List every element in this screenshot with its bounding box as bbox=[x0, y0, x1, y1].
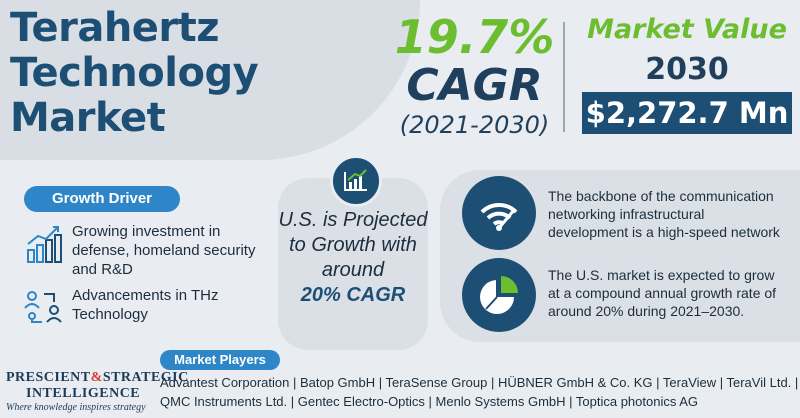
cagr-years: (2021-2030) bbox=[399, 111, 550, 139]
page-title: Terahertz Technology Market bbox=[10, 5, 259, 141]
growth-driver-label: Growth Driver bbox=[24, 186, 180, 212]
market-players-list: Advantest Corporation | Batop GmbH | Ter… bbox=[160, 373, 800, 411]
title-line-1: Terahertz bbox=[10, 5, 220, 51]
growth-driver-item-2: Advancements in THz Technology bbox=[72, 287, 219, 323]
title-line-2: Technology bbox=[10, 50, 259, 96]
us-projection-text: U.S. is Projected to Growth with around … bbox=[278, 208, 428, 308]
divider bbox=[563, 22, 565, 132]
fact-1-text: The backbone of the communication networ… bbox=[548, 188, 780, 240]
logo-tagline: Where knowledge inspires strategy bbox=[6, 402, 146, 413]
logo-line-2: INTELLIGENCE bbox=[26, 386, 141, 401]
bar-growth-icon bbox=[27, 226, 62, 263]
chart-icon bbox=[330, 155, 382, 207]
pie-chart-icon bbox=[462, 258, 536, 332]
market-players-line-1: Advantest Corporation | Batop GmbH | Ter… bbox=[160, 375, 799, 390]
cagr-percent: 19.7% bbox=[394, 10, 555, 64]
growth-driver-item-1: Growing investment in defense, homeland … bbox=[72, 223, 256, 278]
cagr-label: CAGR bbox=[406, 60, 543, 111]
fact-2-text: The U.S. market is expected to grow at a… bbox=[548, 267, 777, 319]
market-players-label: Market Players bbox=[160, 350, 280, 370]
logo-word-1: PRESCIENT bbox=[6, 370, 91, 385]
title-line-3: Market bbox=[10, 95, 166, 141]
wifi-speed-icon bbox=[462, 176, 536, 250]
market-value-year: 2030 bbox=[645, 52, 729, 87]
market-value-title: Market Value bbox=[587, 14, 787, 45]
market-value-amount: $2,272.7 Mn bbox=[582, 92, 792, 134]
cagr-block: 19.7% CAGR (2021-2030) bbox=[392, 12, 557, 140]
logo-ampersand: & bbox=[90, 370, 103, 385]
logo: PRESCIENT&STRATEGIC bbox=[6, 370, 189, 386]
us-projection-highlight: 20% CAGR bbox=[300, 284, 406, 306]
people-network-icon bbox=[24, 291, 62, 323]
logo-word-2: STRATEGIC bbox=[102, 370, 189, 385]
market-players-line-2: QMC Instruments Ltd. | Gentec Electro-Op… bbox=[160, 394, 699, 409]
us-projection-body: U.S. is Projected to Growth with around bbox=[278, 209, 428, 281]
